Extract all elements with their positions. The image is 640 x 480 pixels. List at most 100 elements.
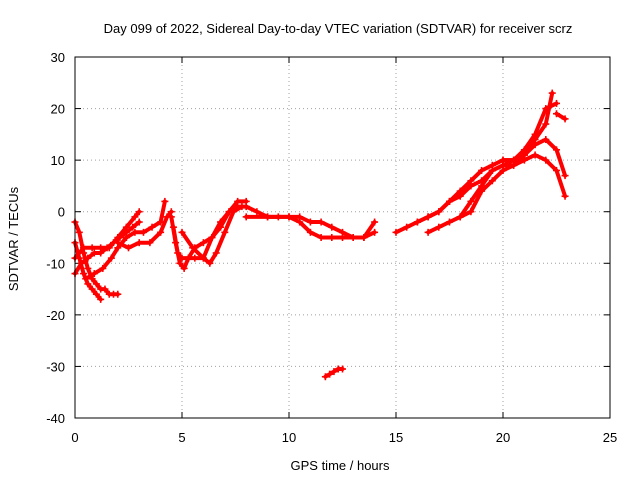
series-trace-15 (424, 89, 556, 236)
y-tick-label: 20 (51, 102, 65, 117)
data-point (97, 295, 105, 303)
data-point (446, 197, 453, 205)
data-point (446, 218, 453, 226)
series-line (426, 91, 555, 235)
data-point (75, 228, 83, 236)
y-tick-label: -40 (46, 411, 65, 426)
x-tick-label: 20 (496, 430, 510, 445)
data-point (199, 254, 207, 262)
data-point (122, 234, 130, 241)
x-tick-label: 5 (178, 430, 185, 445)
data-point (339, 365, 346, 373)
data-point (264, 213, 272, 221)
data-point (542, 156, 550, 164)
plot-frame (74, 56, 611, 419)
data-point (90, 270, 98, 278)
data-point (478, 166, 486, 174)
series-trace-18 (553, 110, 569, 123)
y-tick-label: -20 (46, 308, 65, 323)
x-axis-label: GPS time / hours (291, 458, 390, 473)
data-point (148, 223, 156, 231)
data-point (125, 244, 132, 252)
series-trace-1 (71, 218, 122, 298)
data-point (296, 218, 304, 226)
data-point (157, 228, 165, 236)
data-point (242, 203, 250, 211)
data-point (122, 223, 130, 231)
data-point (212, 249, 220, 257)
data-point (542, 136, 550, 144)
data-point (424, 213, 432, 221)
data-point (306, 218, 314, 226)
data-point (88, 244, 96, 252)
data-point (403, 223, 411, 231)
y-tick-label: -10 (46, 256, 65, 271)
data-point (135, 239, 143, 247)
y-tick-label: 30 (51, 50, 65, 65)
data-point (88, 285, 96, 293)
data-point (184, 254, 192, 262)
series-trace-5 (82, 197, 169, 283)
data-point (92, 280, 100, 288)
data-point (189, 244, 197, 252)
data-point (208, 234, 216, 241)
y-tick-label: -30 (46, 359, 65, 374)
data-point (392, 228, 400, 236)
data-point (520, 151, 528, 159)
x-tick-label: 25 (603, 430, 617, 445)
data-point (328, 234, 336, 241)
grid-layer (75, 57, 610, 418)
data-point (174, 249, 182, 257)
y-tick-label: 10 (51, 153, 65, 168)
data-point (114, 239, 122, 247)
data-point (413, 218, 421, 226)
data-point (167, 213, 175, 221)
data-point (510, 156, 518, 164)
data-point (467, 197, 475, 205)
data-point (178, 254, 186, 262)
data-point (129, 223, 137, 231)
data-point (217, 218, 225, 226)
data-point (488, 177, 496, 185)
data-point (206, 259, 214, 267)
data-point (317, 234, 325, 241)
data-point (176, 259, 184, 267)
series-trace-4 (71, 208, 143, 262)
series-trace-12 (321, 365, 346, 381)
data-point (90, 249, 98, 257)
data-point (161, 197, 169, 205)
series-trace-17 (499, 136, 569, 180)
data-point (229, 208, 237, 216)
series-trace-16 (456, 151, 569, 221)
data-point (561, 115, 569, 123)
data-point (330, 368, 338, 376)
data-point (424, 228, 432, 236)
chart-title: Day 099 of 2022, Sidereal Day-to-day VTE… (104, 21, 573, 36)
series-trace-14 (413, 99, 560, 226)
data-point (131, 228, 139, 236)
data-point (99, 264, 107, 272)
data-point (306, 228, 314, 236)
data-point (435, 223, 443, 231)
data-point (80, 244, 88, 252)
data-point (146, 239, 154, 247)
data-point (371, 218, 379, 226)
series-trace-9 (178, 203, 246, 267)
data-point (199, 239, 207, 247)
data-point (114, 290, 122, 298)
data-point (467, 182, 475, 190)
data-point (553, 110, 560, 118)
data-point (285, 213, 293, 221)
data-point (221, 228, 229, 236)
data-point (84, 264, 92, 272)
data-point (135, 218, 143, 226)
data-point (80, 270, 88, 278)
data-point (105, 244, 113, 252)
data-point (349, 234, 357, 241)
data-point (456, 192, 464, 200)
data-point (553, 99, 560, 107)
data-point (101, 285, 109, 293)
data-point (84, 280, 92, 288)
data-point (321, 373, 329, 381)
